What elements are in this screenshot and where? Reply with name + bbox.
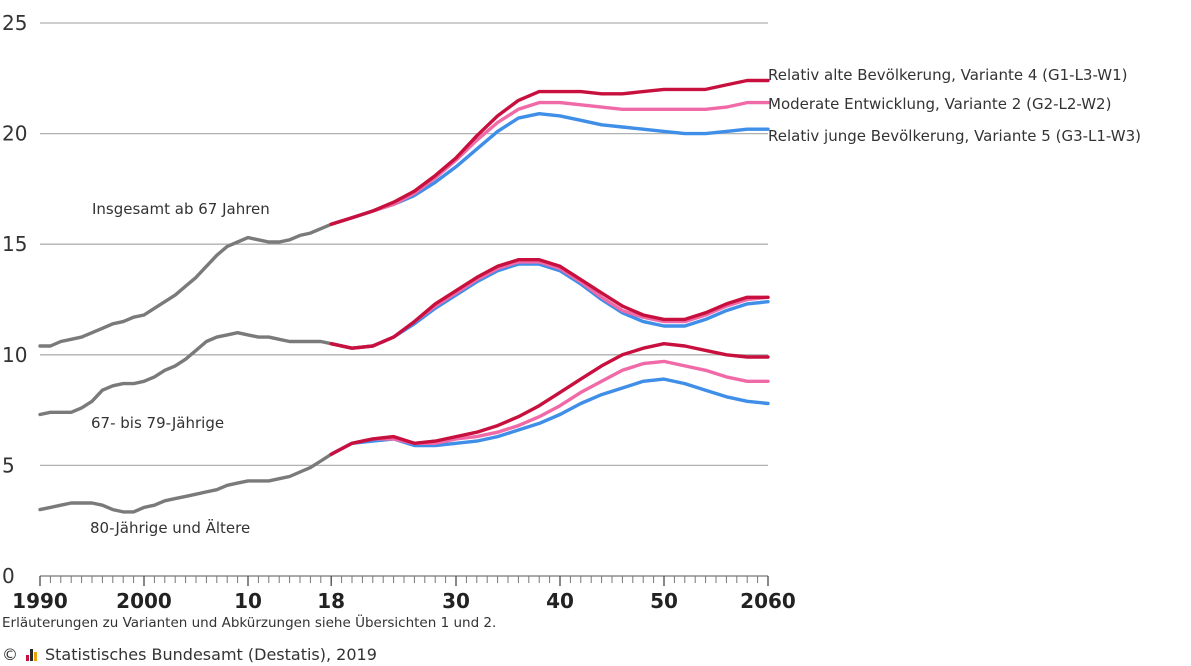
projection-line-v2-2 xyxy=(329,359,770,456)
x-tick-label: 10 xyxy=(234,589,262,612)
x-axis: 1990 2000 10 18 30 40 50 2060 xyxy=(12,575,796,612)
legend-label-v4: Relativ alte Bevölkerung, Variante 4 (G1… xyxy=(768,66,1128,84)
series-lines xyxy=(38,78,770,514)
y-tick-label: 10 xyxy=(2,343,27,367)
legend-label-v5: Relativ junge Bevölkerung, Variante 5 (G… xyxy=(768,127,1141,145)
destatis-logo-icon xyxy=(26,648,37,661)
y-axis-tick-labels: 0 5 10 15 20 25 xyxy=(2,11,27,588)
copyright-symbol: © xyxy=(2,645,18,664)
y-tick-label: 20 xyxy=(2,122,27,146)
x-tick-label: 18 xyxy=(317,589,345,612)
source-line: © Statistisches Bundesamt (Destatis), 20… xyxy=(2,645,377,664)
x-tick-label: 1990 xyxy=(12,589,68,612)
y-tick-label: 25 xyxy=(2,11,27,35)
history-line-1 xyxy=(38,331,333,417)
y-tick-label: 15 xyxy=(2,232,27,256)
projection-line-v5-0 xyxy=(329,112,770,226)
x-tick-label: 40 xyxy=(546,589,574,612)
source-text: Statistisches Bundesamt (Destatis), 2019 xyxy=(45,645,377,664)
x-tick-label: 2000 xyxy=(116,589,172,612)
history-line-0 xyxy=(38,222,333,348)
annotation-label: 67- bis 79-Jährige xyxy=(91,414,224,432)
line-chart: 0 5 10 15 20 25 1990 2000 10 18 30 40 50 2060 Insges… xyxy=(2,11,1141,612)
y-tick-label: 0 xyxy=(2,564,15,588)
annotation-label: Insgesamt ab 67 Jahren xyxy=(92,200,270,218)
projection-line-v4-1 xyxy=(329,258,770,350)
annotation-label: 80-Jährige und Ältere xyxy=(90,518,250,537)
projection-line-v5-2 xyxy=(329,377,770,456)
legend: Relativ alte Bevölkerung, Variante 4 (G1… xyxy=(768,66,1141,145)
projection-line-v4-2 xyxy=(329,342,770,456)
projection-line-v4-0 xyxy=(329,78,770,226)
x-tick-label: 50 xyxy=(650,589,678,612)
group-annotations: Insgesamt ab 67 Jahren 67- bis 79-Jährige… xyxy=(90,200,270,537)
projection-line-v2-0 xyxy=(329,100,770,226)
x-tick-label: 2060 xyxy=(740,589,796,612)
x-tick-label: 30 xyxy=(442,589,470,612)
legend-label-v2: Moderate Entwicklung, Variante 2 (G2-L2-… xyxy=(768,95,1111,113)
y-tick-label: 5 xyxy=(2,453,15,477)
footnote: Erläuterungen zu Varianten und Abkürzung… xyxy=(2,615,497,631)
gridlines xyxy=(40,22,768,467)
history-line-2 xyxy=(38,452,333,514)
